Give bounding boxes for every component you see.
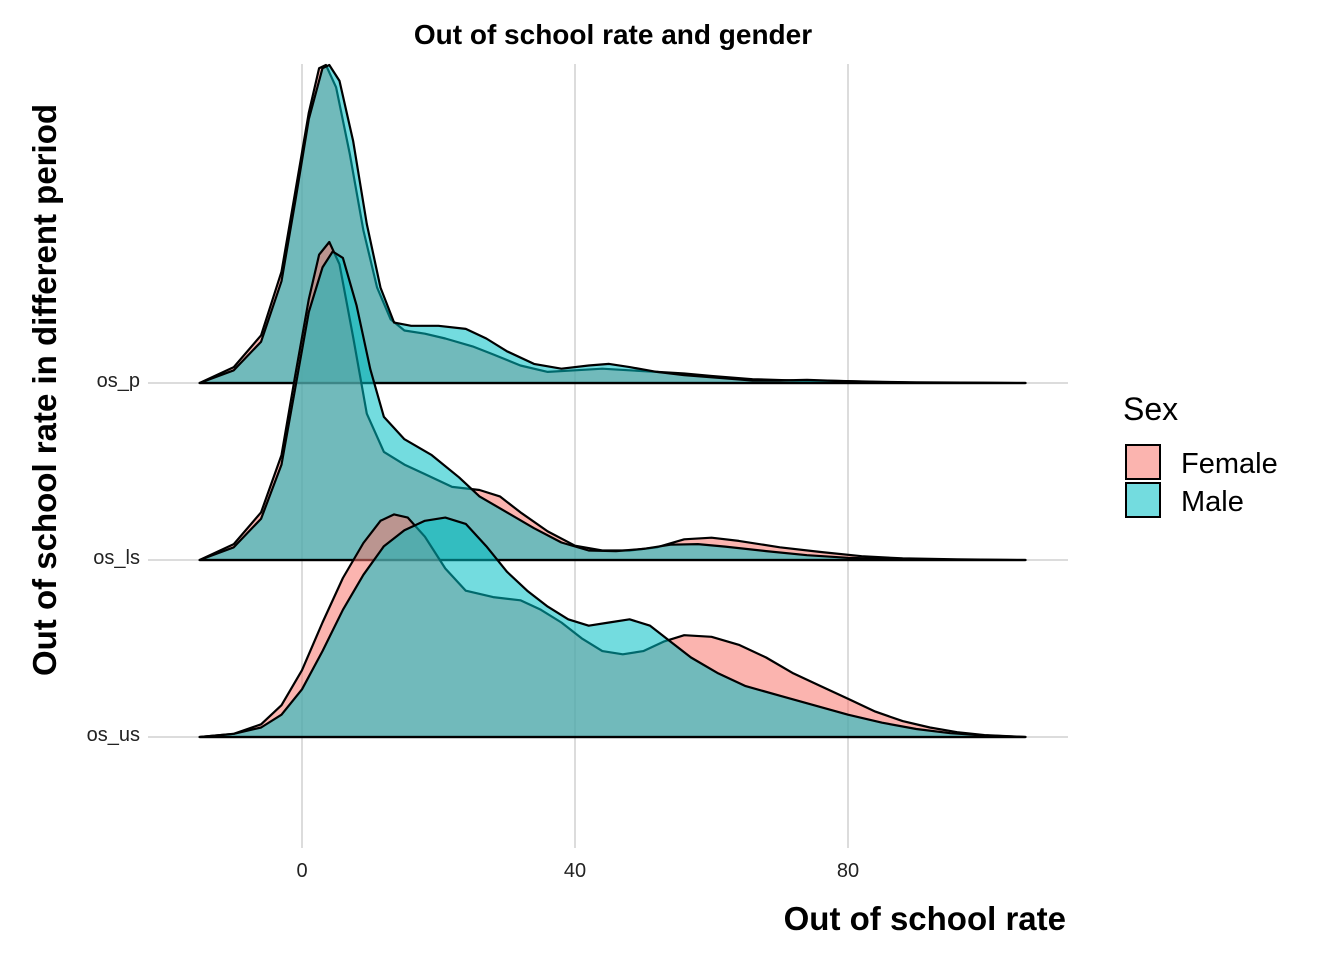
x-tick-labels: 0 40 80 [296, 860, 859, 882]
y-tick-label: os_us [87, 724, 140, 746]
legend-swatch-female [1125, 444, 1161, 480]
ridges [198, 63, 1027, 739]
legend: Sex Female Male [1123, 391, 1278, 518]
x-tick-label: 40 [564, 860, 586, 882]
legend-items: Female Male [1125, 444, 1278, 518]
y-tick-labels: os_p os_ls os_us [87, 370, 140, 746]
legend-swatch-male [1125, 482, 1161, 518]
y-tick-label: os_ls [93, 547, 140, 569]
ridge-os-us [198, 513, 1027, 739]
ridge-os-p [198, 63, 1027, 385]
x-tick-label: 0 [296, 860, 307, 882]
legend-title: Sex [1123, 391, 1178, 427]
legend-label-female: Female [1181, 448, 1278, 480]
y-axis-title: Out of school rate in different period [26, 104, 63, 676]
x-tick-label: 80 [837, 860, 859, 882]
density-male [198, 250, 1027, 562]
density-male [198, 516, 1027, 739]
x-axis-title: Out of school rate [784, 900, 1066, 937]
ridge-os-ls [198, 240, 1027, 562]
legend-label-male: Male [1181, 486, 1244, 518]
density-male [198, 63, 1027, 385]
chart-title: Out of school rate and gender [414, 19, 812, 50]
y-tick-label: os_p [97, 370, 140, 392]
